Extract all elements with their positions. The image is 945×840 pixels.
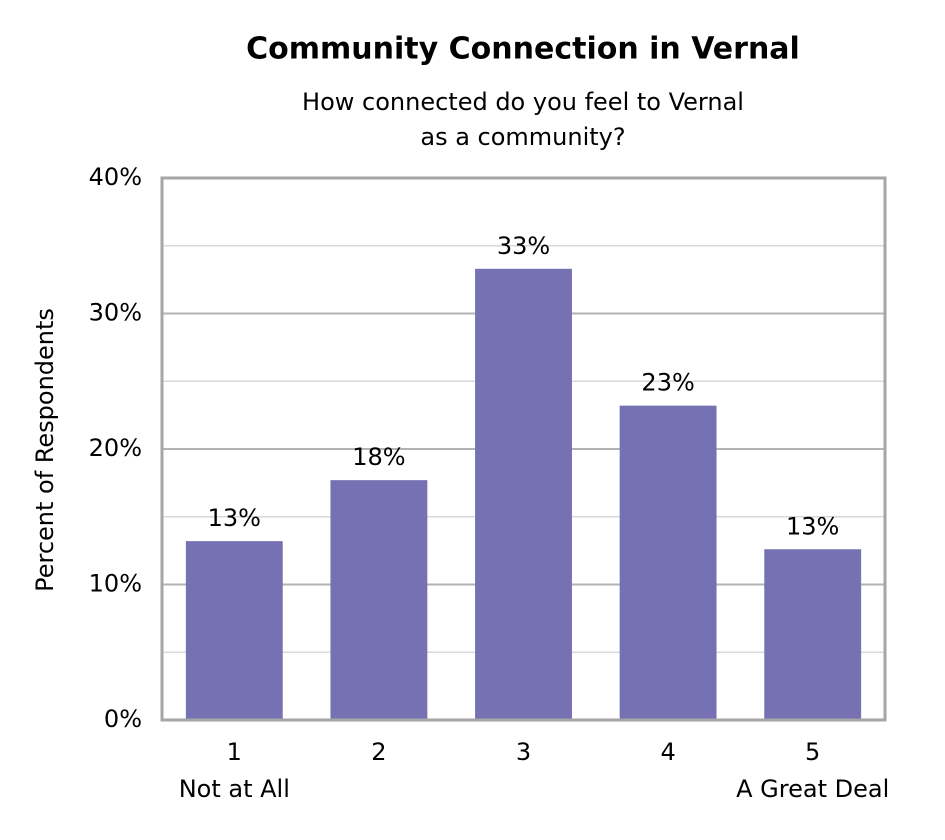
y-axis-label: Percent of Respondents — [31, 308, 59, 592]
y-tick-label: 0% — [104, 705, 142, 733]
value-label: 33% — [497, 232, 550, 260]
y-tick-label: 30% — [89, 299, 142, 327]
x-tick-label: 3 — [516, 738, 531, 766]
plot-border — [160, 176, 887, 722]
category-note: Not at All — [179, 775, 290, 803]
category-note: A Great Deal — [736, 775, 889, 803]
value-label: 18% — [352, 443, 405, 471]
y-tick-label: 20% — [89, 434, 142, 462]
bar — [330, 480, 428, 720]
value-label: 23% — [641, 369, 694, 397]
y-tick-label: 40% — [89, 163, 142, 191]
chart-title: Community Connection in Vernal — [246, 32, 800, 67]
chart-subtitle: as a community? — [420, 123, 625, 151]
value-label: 13% — [208, 504, 261, 532]
x-tick-label: 2 — [371, 738, 386, 766]
x-tick-label: 4 — [660, 738, 675, 766]
bar — [185, 541, 283, 720]
y-tick-label: 10% — [89, 570, 142, 598]
bar — [475, 268, 572, 720]
bar — [619, 405, 717, 720]
value-label: 13% — [786, 512, 839, 540]
x-tick-label: 5 — [805, 738, 820, 766]
bar — [764, 549, 862, 720]
x-tick-label: 1 — [227, 738, 242, 766]
chart-subtitle: How connected do you feel to Vernal — [302, 88, 744, 116]
